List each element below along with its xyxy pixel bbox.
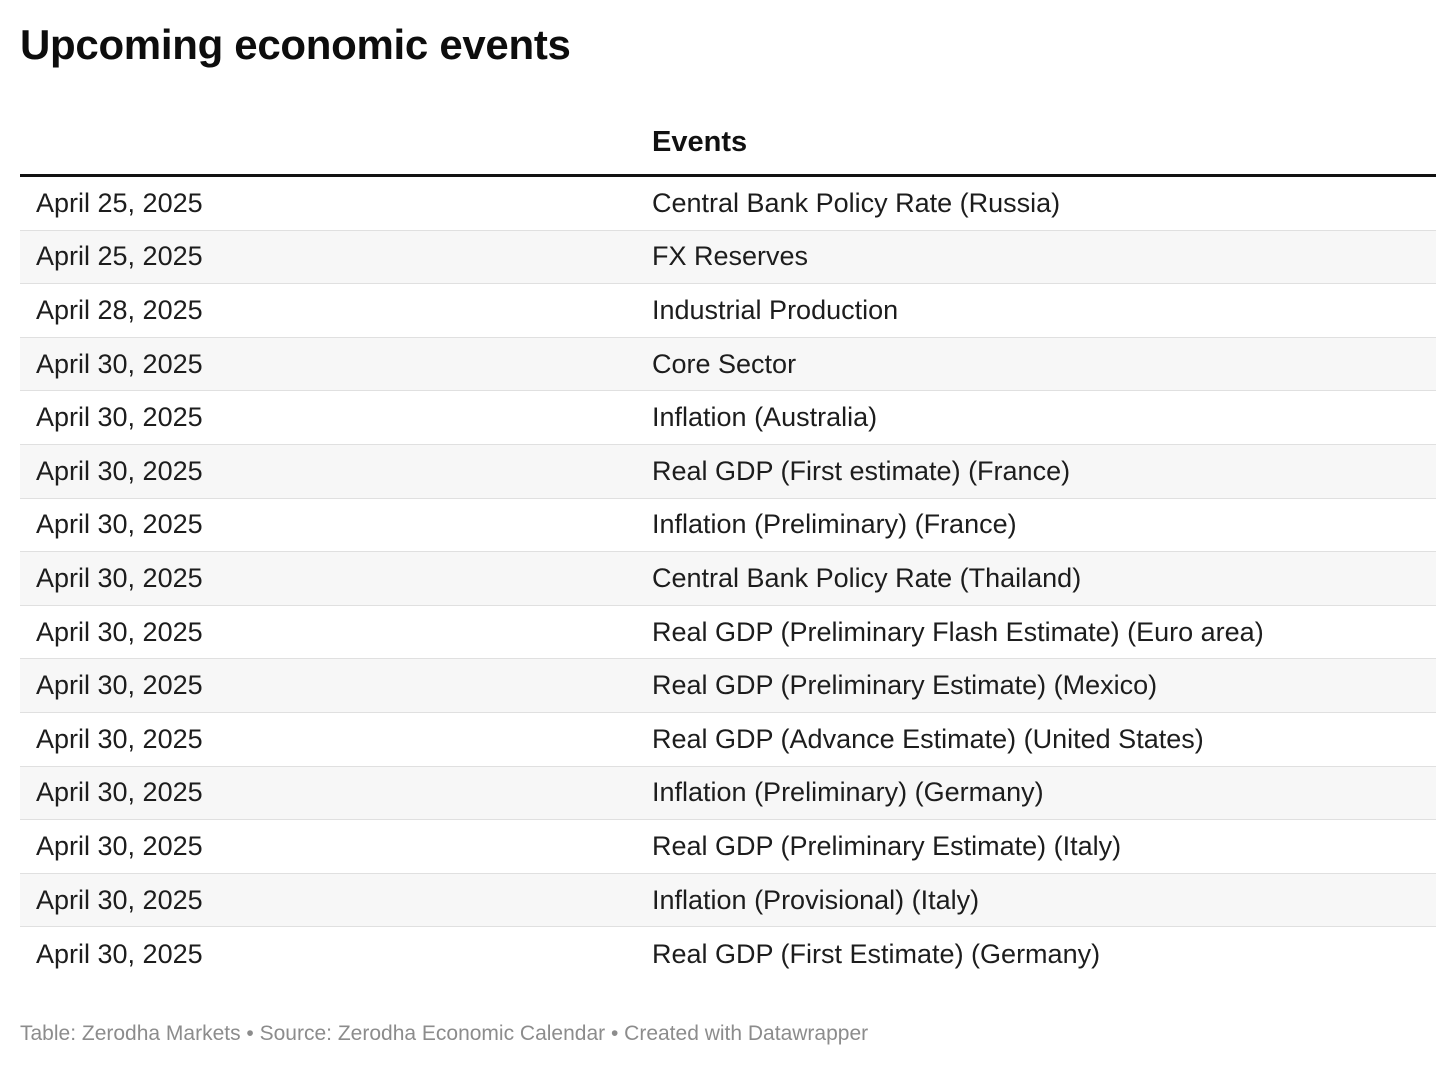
event-cell: Central Bank Policy Rate (Thailand)	[652, 562, 1082, 593]
date-cell: April 28, 2025	[36, 294, 203, 325]
table-row: April 30, 2025 Inflation (Preliminary) (…	[20, 499, 1436, 553]
event-cell: Real GDP (Preliminary Flash Estimate) (E…	[652, 616, 1264, 647]
event-cell: Inflation (Preliminary) (France)	[652, 509, 1017, 540]
event-cell: Industrial Production	[652, 294, 899, 325]
table-row: April 30, 2025 Inflation (Provisional) (…	[20, 873, 1436, 928]
page-title: Upcoming economic events	[20, 21, 571, 68]
event-cell: Real GDP (First estimate) (France)	[652, 455, 1071, 486]
event-cell: Real GDP (First Estimate) (Germany)	[652, 938, 1101, 969]
table-row: April 30, 2025 Inflation (Preliminary) (…	[20, 766, 1436, 821]
event-cell: FX Reserves	[652, 241, 809, 272]
event-cell: Real GDP (Advance Estimate) (United Stat…	[652, 723, 1204, 754]
date-cell: April 30, 2025	[36, 562, 203, 593]
event-cell: Inflation (Australia)	[652, 402, 878, 433]
events-table: Events April 25, 2025 Central Bank Polic…	[20, 110, 1436, 981]
date-cell: April 30, 2025	[36, 509, 203, 540]
date-cell: April 30, 2025	[36, 830, 203, 861]
date-cell: April 30, 2025	[36, 455, 203, 486]
table-row: April 30, 2025 Real GDP (Preliminary Fla…	[20, 606, 1436, 660]
date-cell: April 30, 2025	[36, 723, 203, 754]
table-row: April 30, 2025 Real GDP (Preliminary Est…	[20, 820, 1436, 874]
header-events: Events	[652, 126, 748, 158]
event-cell: Core Sector	[652, 348, 797, 379]
table-row: April 30, 2025 Real GDP (First Estimate)…	[20, 927, 1436, 981]
table-row: April 28, 2025 Industrial Production	[20, 284, 1436, 338]
date-cell: April 25, 2025	[36, 241, 203, 272]
date-cell: April 30, 2025	[36, 938, 203, 969]
date-cell: April 25, 2025	[36, 187, 203, 218]
table-row: April 30, 2025 Real GDP (Advance Estimat…	[20, 713, 1436, 767]
table-header: Events	[20, 110, 1436, 177]
event-cell: Real GDP (Preliminary Estimate) (Mexico)	[652, 670, 1158, 701]
date-cell: April 30, 2025	[36, 777, 203, 808]
event-cell: Inflation (Provisional) (Italy)	[652, 884, 980, 915]
table-row: April 30, 2025 Central Bank Policy Rate …	[20, 552, 1436, 606]
header-date	[20, 110, 652, 174]
table-row: April 25, 2025 FX Reserves	[20, 230, 1436, 285]
table-row: April 30, 2025 Real GDP (First estimate)…	[20, 444, 1436, 499]
event-cell: Central Bank Policy Rate (Russia)	[652, 187, 1061, 218]
date-cell: April 30, 2025	[36, 670, 203, 701]
event-cell: Real GDP (Preliminary Estimate) (Italy)	[652, 830, 1122, 861]
table-row: April 30, 2025 Core Sector	[20, 337, 1436, 392]
event-cell: Inflation (Preliminary) (Germany)	[652, 777, 1044, 808]
table-row: April 30, 2025 Inflation (Australia)	[20, 391, 1436, 445]
source-footer: Table: Zerodha Markets • Source: Zerodha…	[20, 1022, 869, 1045]
date-cell: April 30, 2025	[36, 884, 203, 915]
date-cell: April 30, 2025	[36, 402, 203, 433]
table-row: April 30, 2025 Real GDP (Preliminary Est…	[20, 659, 1436, 713]
date-cell: April 30, 2025	[36, 348, 203, 379]
table-row: April 25, 2025 Central Bank Policy Rate …	[20, 177, 1436, 231]
date-cell: April 30, 2025	[36, 616, 203, 647]
table-body: April 25, 2025 Central Bank Policy Rate …	[20, 177, 1436, 981]
